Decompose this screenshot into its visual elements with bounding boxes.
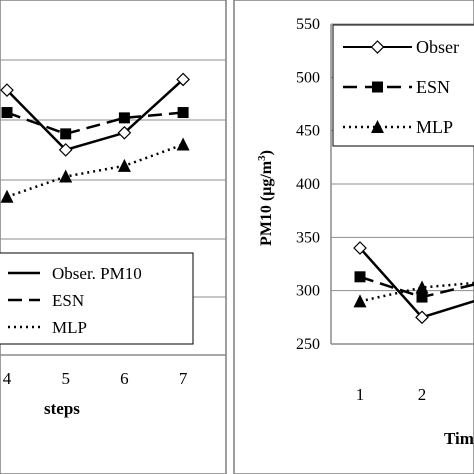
- right-y-tick-label: 400: [296, 176, 320, 193]
- left-series-1-point-3: [177, 107, 189, 119]
- right-legend-marker-mlp: [371, 120, 384, 133]
- left-series-2-point-2: [117, 158, 131, 172]
- right-series-lines: [353, 241, 474, 325]
- right-legend: Obser ESN MLP: [332, 24, 474, 147]
- left-series-lines: [0, 72, 190, 203]
- left-legend-label-esn: ESN: [52, 291, 84, 310]
- right-series-1-point-1: [416, 291, 428, 303]
- left-legend-label-obser: Obser. PM10: [52, 264, 142, 283]
- right-series-1-point-0: [354, 271, 366, 283]
- left-series-2-point-3: [176, 137, 190, 151]
- right-series-0-point-1: [415, 310, 429, 325]
- left-series-1-point-2: [118, 112, 130, 124]
- left-x-tick-labels: 4 5 6 7: [3, 369, 188, 388]
- right-legend-marker-obser: [370, 40, 385, 54]
- left-series-0-point-1: [58, 143, 73, 157]
- left-legend-box: [0, 252, 194, 345]
- left-series-1-line: [6, 111, 184, 136]
- left-x-tick-label: 5: [61, 369, 70, 388]
- left-series-2-line: [6, 143, 184, 198]
- right-y-tick-label: 500: [296, 69, 320, 86]
- right-y-axis-title: PM10 (μg/m3): [256, 150, 275, 246]
- left-x-tick-label: 6: [120, 369, 129, 388]
- right-y-tick-label: 300: [296, 283, 320, 300]
- right-series-0-point-0: [353, 241, 367, 255]
- right-legend-label-mlp: MLP: [416, 117, 453, 137]
- left-chart-panel: 4 5 6 7 steps Obser. PM10 ESN MLP: [0, 0, 227, 474]
- left-chart-border: [0, 0, 227, 474]
- left-legend: Obser. PM10 ESN MLP: [0, 252, 194, 345]
- right-x-axis-title: Tim: [444, 429, 474, 448]
- right-legend-label-esn: ESN: [416, 77, 450, 97]
- right-y-tick-label: 350: [296, 229, 320, 246]
- right-series-2-point-0: [353, 294, 367, 308]
- left-series-0-line: [6, 78, 184, 152]
- left-series-2-point-0: [0, 189, 14, 203]
- left-series-2-point-1: [59, 169, 73, 183]
- right-y-tick-labels: 250 300 350 400 450 500 550: [296, 16, 320, 353]
- right-y-tick-label: 250: [296, 336, 320, 353]
- right-legend-label-obser: Obser: [416, 37, 459, 57]
- right-y-tick-label: 450: [296, 123, 320, 140]
- left-series-0-point-2: [117, 125, 132, 140]
- left-x-axis-title: steps: [44, 399, 80, 418]
- left-series-0-point-0: [0, 83, 14, 97]
- right-y-tick-label: 550: [296, 16, 320, 33]
- right-series-2-point-1: [415, 280, 429, 294]
- left-series-0-point-3: [176, 72, 190, 87]
- left-x-tick-label: 4: [3, 369, 12, 388]
- left-series-1-point-0: [1, 107, 13, 119]
- right-legend-marker-esn: [372, 81, 383, 93]
- right-x-tick-label: 2: [418, 385, 427, 404]
- left-x-tick-label: 7: [179, 369, 188, 388]
- left-legend-label-mlp: MLP: [52, 318, 87, 337]
- left-series-1-point-1: [60, 128, 72, 140]
- right-x-tick-label: 1: [356, 385, 365, 404]
